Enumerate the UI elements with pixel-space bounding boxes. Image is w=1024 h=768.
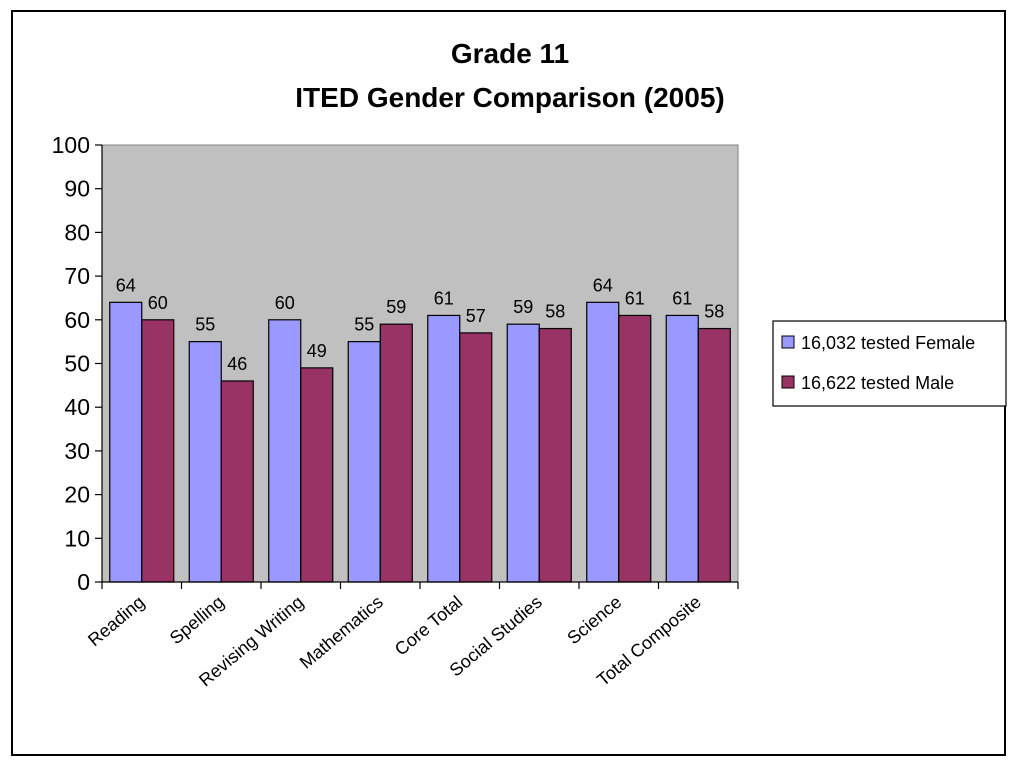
- chart-title-line-1: Grade 11: [451, 38, 569, 69]
- data-label-male-7: 58: [704, 302, 724, 322]
- bar-female-7: [665, 314, 699, 583]
- bar-female-0: [109, 301, 143, 583]
- data-label-male-2: 49: [307, 341, 327, 361]
- y-tick-label-50: 50: [64, 351, 90, 377]
- bar-female-5: [506, 323, 540, 583]
- data-label-female-0: 64: [116, 275, 136, 295]
- data-label-male-6: 61: [625, 288, 645, 308]
- bar-female-3: [347, 341, 381, 583]
- bar-female-4: [427, 314, 461, 583]
- legend-box: [772, 320, 1007, 407]
- data-label-female-1: 55: [195, 315, 215, 335]
- bar-male-7: [697, 327, 731, 583]
- data-label-male-1: 46: [227, 354, 247, 374]
- y-tick-label-90: 90: [64, 176, 90, 202]
- bar-male-3: [379, 323, 413, 583]
- x-tick-label-3: Mathematics: [296, 592, 387, 673]
- y-tick-label-80: 80: [64, 219, 90, 245]
- bars-group: [109, 301, 731, 583]
- legend-label-female: 16,032 tested Female: [801, 333, 975, 353]
- x-tick-label-1: Spelling: [166, 592, 228, 648]
- bar-male-5: [538, 327, 572, 583]
- bar-female-1: [188, 341, 222, 583]
- legend-swatch-male: [781, 375, 795, 389]
- data-label-male-4: 57: [466, 306, 486, 326]
- bar-male-1: [220, 380, 254, 583]
- bar-male-2: [300, 367, 334, 583]
- y-tick-label-70: 70: [64, 263, 90, 289]
- bar-female-2: [268, 319, 302, 583]
- y-tick-label-10: 10: [64, 525, 90, 551]
- data-label-female-3: 55: [354, 315, 374, 335]
- data-label-male-0: 60: [148, 293, 168, 313]
- legend-swatch-female: [781, 335, 795, 349]
- chart-title: Grade 11 ITED Gender Comparison (2005): [295, 38, 724, 113]
- x-tick-label-0: Reading: [84, 592, 148, 650]
- bar-male-0: [141, 319, 175, 583]
- legend: 16,032 tested Female 16,622 tested Male: [772, 320, 1007, 407]
- legend-label-male: 16,622 tested Male: [801, 373, 954, 393]
- bar-female-6: [586, 301, 620, 583]
- chart-title-line-2: ITED Gender Comparison (2005): [295, 82, 724, 113]
- data-label-female-4: 61: [434, 288, 454, 308]
- y-tick-label-60: 60: [64, 307, 90, 333]
- y-tick-label-100: 100: [52, 132, 90, 158]
- bar-male-6: [618, 314, 652, 583]
- y-tick-label-40: 40: [64, 394, 90, 420]
- bar-male-4: [459, 332, 493, 583]
- data-label-female-2: 60: [275, 293, 295, 313]
- y-tick-label-20: 20: [64, 482, 90, 508]
- data-label-female-5: 59: [513, 297, 533, 317]
- data-label-male-3: 59: [386, 297, 406, 317]
- y-tick-label-0: 0: [77, 569, 90, 595]
- data-label-female-7: 61: [672, 288, 692, 308]
- data-labels-group: 64 60 55 46 60 49 55 59 61 57 59 58 64 61 61 58: [116, 275, 725, 374]
- data-label-female-6: 64: [593, 275, 613, 295]
- x-tick-label-4: Core Total: [391, 592, 466, 660]
- y-tick-label-30: 30: [64, 438, 90, 464]
- x-tick-label-6: Science: [563, 592, 625, 648]
- data-label-male-5: 58: [545, 302, 565, 322]
